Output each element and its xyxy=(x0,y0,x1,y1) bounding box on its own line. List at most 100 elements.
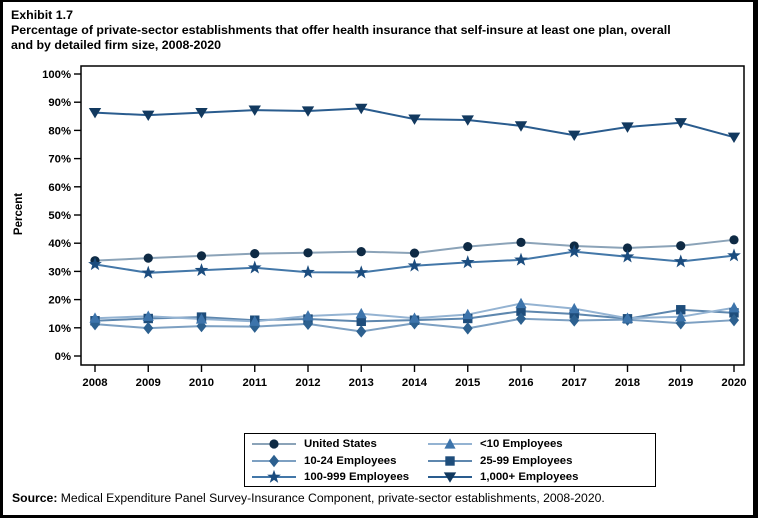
triangle-down-marker-icon xyxy=(88,108,102,119)
legend-item-1-000-employees: 1,000+ Employees xyxy=(427,470,655,484)
triangle-up-marker-icon xyxy=(89,312,101,323)
square-marker-icon xyxy=(356,316,366,327)
x-tick-label: 2011 xyxy=(242,377,267,389)
triangle-down-marker-icon xyxy=(428,472,472,484)
star-marker-icon xyxy=(247,260,262,274)
legend-item-10-24-employees: 10-24 Employees xyxy=(251,454,427,468)
star-marker-icon xyxy=(727,248,741,262)
star-marker-icon xyxy=(620,249,635,263)
triangle-down-marker-icon xyxy=(301,106,315,117)
star-marker-icon xyxy=(252,470,296,484)
triangle-down-marker-icon xyxy=(621,122,634,133)
triangle-up-marker-icon xyxy=(675,311,687,322)
triangle-up-marker-icon xyxy=(142,310,154,321)
x-axis-ticks: 2008 2009 2010 2011 2012 2013 2014 2015 2016 2017… xyxy=(82,365,747,389)
y-tick-label: 80% xyxy=(48,125,71,137)
star-marker-icon xyxy=(194,263,209,277)
triangle-down-marker-icon xyxy=(142,110,155,121)
star-marker-icon xyxy=(407,258,422,272)
star-marker-icon xyxy=(460,255,475,269)
x-tick-label: 2014 xyxy=(402,377,428,389)
y-tick-label: 50% xyxy=(48,210,71,222)
legend-label: 25-99 Employees xyxy=(480,454,573,467)
circle-marker-icon xyxy=(252,439,296,449)
star-marker-icon xyxy=(514,252,528,266)
x-tick-label: 2010 xyxy=(189,377,214,389)
y-axis-ticks: 0% 10% 20% 30% 40% 50% 60% 70% 80% 90% 100% xyxy=(42,69,81,363)
square-marker-icon xyxy=(428,456,472,466)
circle-marker-icon xyxy=(303,248,313,258)
triangle-up-marker-icon xyxy=(355,307,367,319)
triangle-down-marker-icon xyxy=(674,118,687,129)
y-tick-label: 100% xyxy=(42,69,71,81)
x-tick-label: 2020 xyxy=(721,377,746,389)
markers--10-employees xyxy=(89,297,740,326)
source-label: Source: xyxy=(12,491,58,505)
legend-item-united-states: United States xyxy=(251,437,427,451)
chart-title-line1: Percentage of private-sector establishme… xyxy=(11,23,671,38)
x-tick-label: 2013 xyxy=(349,377,374,389)
diamond-marker-icon xyxy=(303,317,313,331)
legend-label: 10-24 Employees xyxy=(304,454,397,467)
triangle-up-marker-icon xyxy=(195,313,208,324)
diamond-marker-icon xyxy=(356,325,367,338)
triangle-down-marker-icon xyxy=(568,130,581,141)
circle-marker-icon xyxy=(622,243,633,253)
y-tick-label: 20% xyxy=(48,295,71,307)
circle-marker-icon xyxy=(356,247,366,257)
triangle-down-marker-icon xyxy=(461,115,474,126)
triangle-up-marker-icon xyxy=(428,438,472,449)
markers-1-000-employees xyxy=(88,103,741,143)
legend-label: United States xyxy=(304,438,377,451)
square-marker-icon xyxy=(516,306,526,316)
x-tick-label: 2009 xyxy=(136,377,161,389)
diamond-marker-icon xyxy=(729,313,739,327)
triangle-up-marker-icon xyxy=(408,312,421,323)
diamond-marker-icon xyxy=(516,312,526,325)
star-marker-icon xyxy=(301,265,315,279)
legend-label: 1,000+ Employees xyxy=(480,471,579,484)
triangle-up-marker-icon xyxy=(568,302,580,314)
legend-label: <10 Employees xyxy=(480,438,563,451)
legend-item-25-99-employees: 25-99 Employees xyxy=(427,454,655,468)
markers-100-999-employees xyxy=(88,244,741,279)
y-tick-label: 90% xyxy=(48,97,71,109)
y-tick-label: 40% xyxy=(48,238,71,250)
y-tick-label: 60% xyxy=(48,182,71,194)
page-title: Exhibit 1.7 Percentage of private-sector… xyxy=(11,8,753,53)
x-tick-label: 2008 xyxy=(82,377,107,389)
triangle-down-marker-icon xyxy=(248,105,261,116)
star-marker-icon xyxy=(354,265,369,279)
x-tick-label: 2018 xyxy=(615,377,640,389)
triangle-down-marker-icon xyxy=(355,103,368,115)
y-tick-label: 30% xyxy=(48,266,71,278)
legend-item-100-999-employees: 100-999 Employees xyxy=(251,470,427,484)
diamond-marker-icon xyxy=(252,454,296,467)
star-marker-icon xyxy=(88,257,102,271)
star-marker-icon xyxy=(141,265,156,279)
triangle-down-marker-icon xyxy=(408,114,421,125)
chart-title-line2: and by detailed firm size, 2008-2020 xyxy=(11,38,222,53)
circle-marker-icon xyxy=(729,235,739,245)
triangle-down-marker-icon xyxy=(514,121,528,132)
exhibit-label: Exhibit 1.7 xyxy=(11,8,73,22)
source-text: Medical Expenditure Panel Survey-Insuran… xyxy=(57,491,605,505)
square-marker-icon xyxy=(569,309,579,319)
diamond-marker-icon xyxy=(569,314,580,327)
circle-marker-icon xyxy=(463,241,473,252)
circle-marker-icon xyxy=(409,248,420,258)
circle-marker-icon xyxy=(196,251,207,261)
diamond-marker-icon xyxy=(143,321,154,335)
y-tick-label: 70% xyxy=(48,154,71,166)
x-tick-label: 2016 xyxy=(508,377,533,389)
triangle-up-marker-icon xyxy=(302,310,314,321)
circle-marker-icon xyxy=(143,253,153,263)
star-marker-icon xyxy=(673,254,688,268)
triangle-up-marker-icon xyxy=(621,312,634,323)
y-tick-label: 10% xyxy=(48,323,71,335)
triangle-up-marker-icon xyxy=(728,301,740,313)
legend-label: 100-999 Employees xyxy=(304,471,410,484)
chart-legend: United States <10 Employees 10-24 Employee… xyxy=(244,433,656,487)
x-tick-label: 2015 xyxy=(455,377,480,389)
